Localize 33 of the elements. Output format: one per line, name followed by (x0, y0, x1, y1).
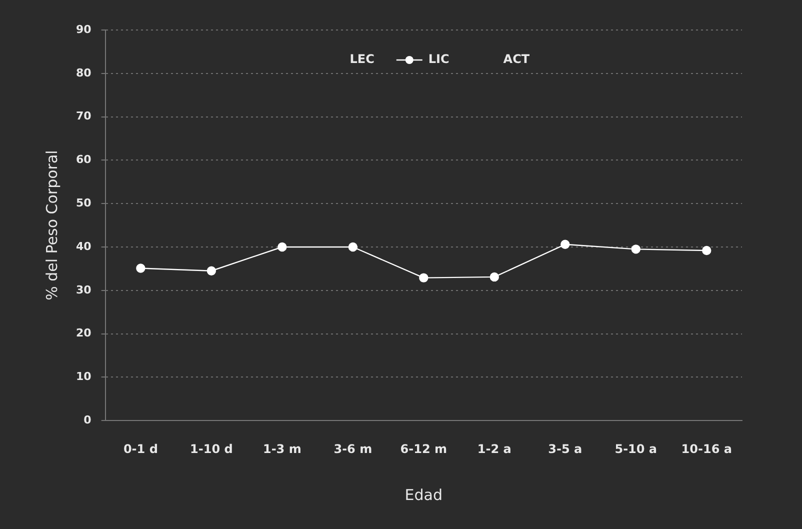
point (206, 266, 216, 276)
x-tick-label: 0-1 d (123, 442, 158, 456)
x-tick-label: 10-16 a (681, 442, 732, 456)
y-tick-label: 70 (76, 110, 92, 123)
y-tick-label: 0 (84, 413, 92, 426)
point (419, 273, 428, 282)
y-tick-label: 80 (76, 66, 92, 80)
point (278, 242, 287, 252)
x-tick-label: 1-2 a (477, 442, 512, 456)
text: LEC (350, 52, 375, 66)
y-tick-label: 40 (76, 240, 92, 253)
point (560, 240, 570, 249)
x-tick-label: 3-5 a (548, 442, 582, 456)
text: ACT (503, 52, 530, 66)
y-tick-label: 10 (76, 370, 92, 384)
y-tick-label: 60 (76, 153, 92, 166)
point (631, 244, 640, 254)
x-tick-label: 5-10 a (614, 442, 658, 456)
point (136, 264, 146, 273)
y-tick-label: 90 (76, 22, 92, 36)
x-axis-title: Edad (404, 486, 443, 504)
legend-label: LIC (428, 52, 450, 66)
x-tick-label: 6-12 m (400, 442, 448, 456)
x-tick-label: 3-6 m (334, 442, 372, 456)
x-tick-label: 1-3 m (262, 442, 302, 456)
y-axis-title: % del Peso Corporal (42, 150, 61, 300)
point (348, 242, 358, 252)
point (490, 272, 499, 282)
y-tick-label: 30 (76, 283, 92, 296)
point (702, 246, 712, 256)
x-tick-label: 1-10 d (190, 442, 233, 456)
y-tick-label: 50 (76, 196, 92, 210)
y-tick-label: 20 (76, 326, 92, 340)
